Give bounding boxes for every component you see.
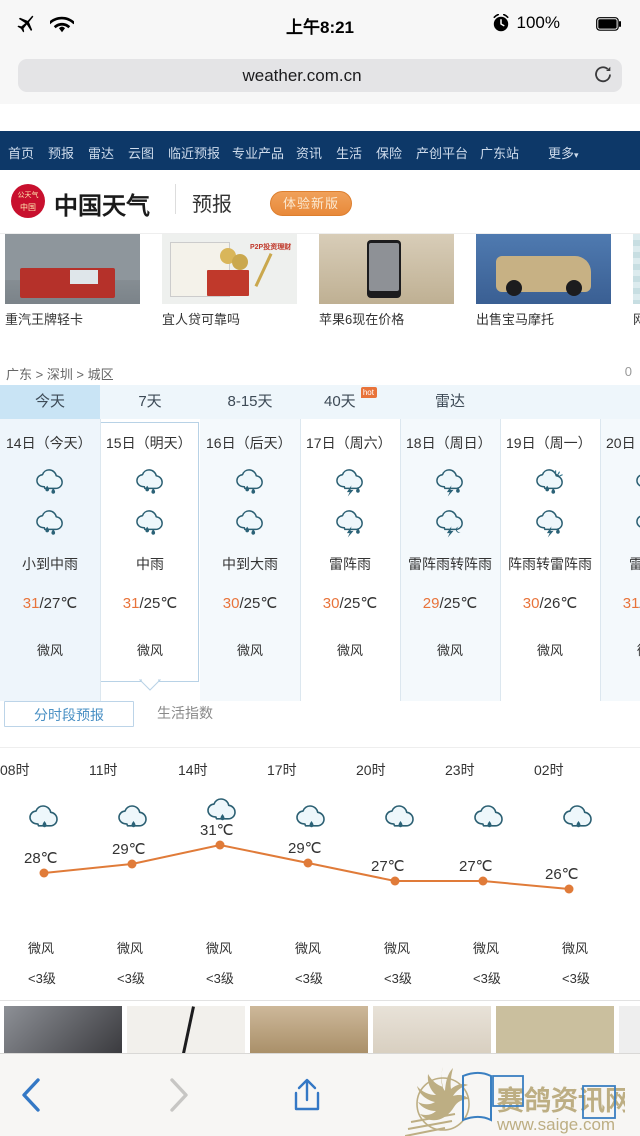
svg-text:中国: 中国 [20, 202, 36, 212]
svg-text:赛鸽资讯网: 赛鸽资讯网 [496, 1085, 625, 1116]
svg-text:公天气: 公天气 [18, 190, 39, 199]
